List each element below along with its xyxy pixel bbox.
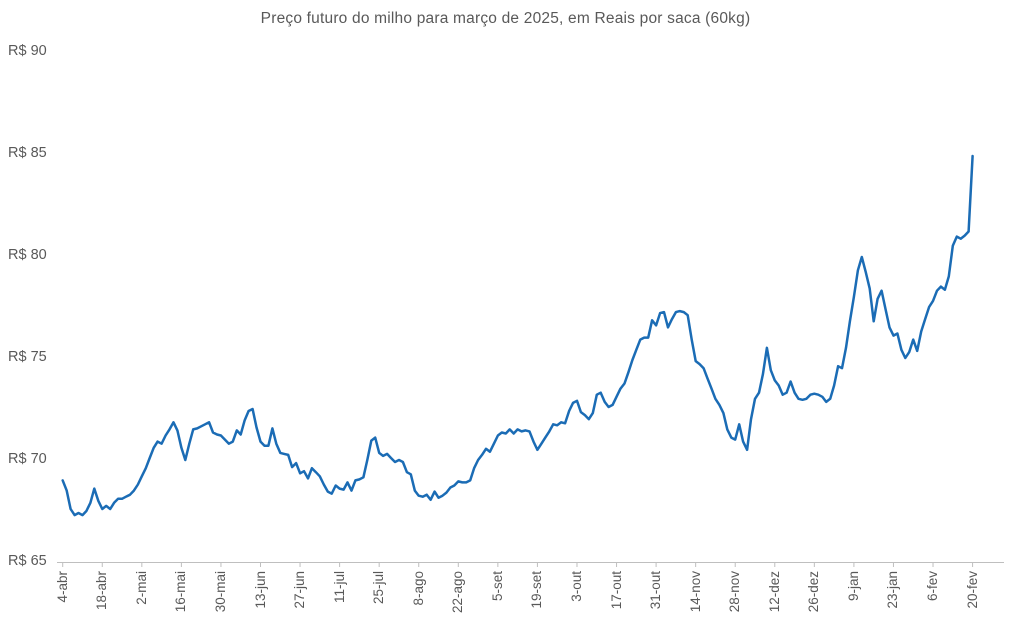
x-axis-label: 19-set — [529, 571, 545, 609]
y-axis-label: R$ 75 — [8, 349, 47, 365]
x-axis-label: 4-abr — [54, 571, 70, 603]
x-axis-label: 16-mai — [173, 571, 189, 613]
x-axis-label: 30-mai — [212, 571, 228, 613]
y-axis-label: R$ 70 — [8, 451, 47, 467]
x-axis-label: 23-jan — [885, 571, 901, 609]
x-axis-label: 9-jan — [845, 571, 861, 602]
chart-title: Preço futuro do milho para março de 2025… — [260, 10, 751, 27]
x-axis-label: 2-mai — [133, 571, 149, 605]
x-axis-label: 12-dez — [766, 571, 782, 613]
x-axis-label: 22-ago — [450, 571, 466, 614]
x-axis-label: 20-fev — [964, 571, 980, 609]
x-axis-label: 17-out — [608, 571, 624, 610]
x-axis-label: 13-jun — [252, 571, 268, 609]
y-axis-label: R$ 85 — [8, 145, 47, 161]
x-axis-label: 18-abr — [94, 571, 110, 611]
y-axis-label: R$ 90 — [8, 43, 47, 59]
price-series-line — [61, 154, 974, 517]
x-axis-label: 11-jul — [331, 571, 347, 604]
y-axis-label: R$ 80 — [8, 247, 47, 263]
x-axis-label: 6-fev — [925, 571, 941, 602]
x-axis-label: 31-out — [648, 571, 664, 610]
x-axis-label: 5-set — [489, 571, 505, 602]
x-axis-label: 3-out — [568, 571, 584, 602]
y-axis-label: R$ 65 — [8, 553, 47, 569]
x-axis-label: 27-jun — [292, 571, 308, 609]
x-axis-label: 25-jul — [371, 571, 387, 605]
x-axis-label: 8-ago — [410, 571, 426, 606]
x-axis-label: 26-dez — [806, 571, 822, 613]
x-axis-label: 14-nov — [687, 571, 703, 613]
x-axis-label: 28-nov — [727, 571, 743, 613]
